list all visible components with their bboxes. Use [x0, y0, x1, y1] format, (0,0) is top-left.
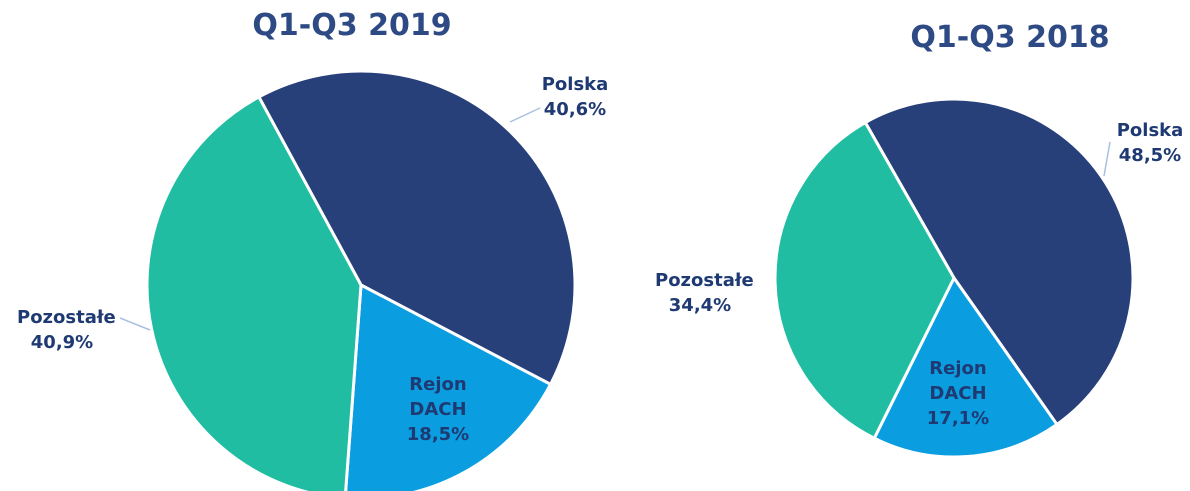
value-label: 34,4% — [668, 295, 732, 316]
pie-slice — [872, 275, 1060, 459]
category-label: Polska — [541, 74, 609, 95]
pie-slice — [344, 282, 553, 491]
category-label: Polska — [1116, 120, 1184, 141]
leader-line — [119, 317, 151, 331]
value-label: 40,9% — [30, 332, 94, 353]
value-label: 48,5% — [1118, 145, 1182, 166]
category-label: Rejon DACH — [929, 358, 987, 404]
category-label: Rejon DACH — [409, 374, 467, 420]
chart-title: Q1-Q3 2018 — [910, 20, 1110, 55]
pie-slice — [863, 97, 1135, 427]
pie-slice — [256, 69, 577, 387]
value-label: 18,5% — [406, 424, 470, 445]
category-label: Pozostałe — [17, 307, 116, 328]
leader-line — [1103, 141, 1111, 177]
value-label: 40,6% — [543, 99, 607, 120]
pie-slice — [145, 94, 363, 491]
leader-line — [509, 107, 541, 123]
category-label: Pozostałe — [655, 270, 754, 291]
value-label: 17,1% — [926, 408, 990, 429]
chart-title: Q1-Q3 2019 — [252, 8, 452, 43]
pie-slice — [773, 120, 956, 441]
